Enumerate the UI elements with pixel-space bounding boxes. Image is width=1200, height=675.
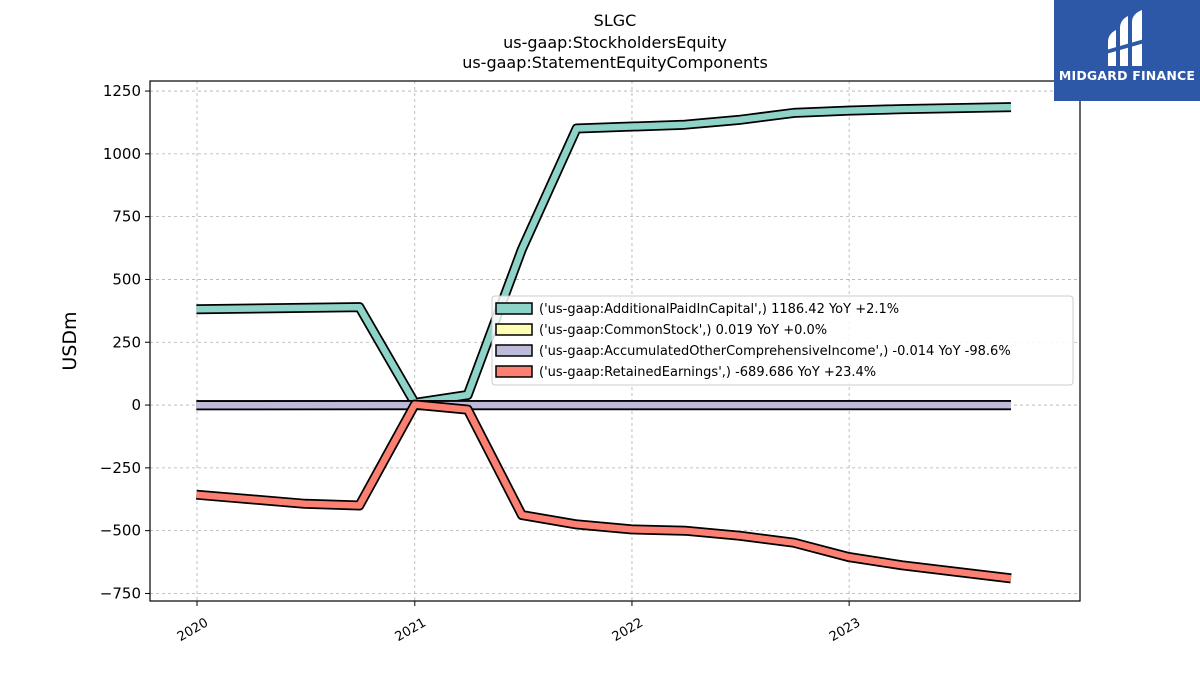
midgard-logo-icon [1106,10,1148,66]
y-tick-label: 750 [112,208,141,226]
series-outline-3 [195,399,1012,584]
legend-box [491,295,1074,386]
legend-label-0: ('us-gaap:AdditionalPaidInCapital',) 118… [539,302,899,317]
x-tick-label: 2021 [393,615,429,645]
x-tick-label: 2022 [610,615,646,645]
plot-frame [149,80,1081,602]
chart-title-group: us-gaap:StatementEquityComponents [462,53,768,72]
y-axis-label: USDm [59,311,81,370]
legend-label-2: ('us-gaap:AccumulatedOtherComprehensiveI… [539,344,1011,359]
legend-swatch-0 [495,302,533,315]
y-tick-label: 1250 [103,82,141,100]
logo-text: MIDGARD FINANCE [1058,68,1196,83]
legend-label-1: ('us-gaap:CommonStock',) 0.019 YoY +0.0% [539,323,827,338]
legend-swatch-3 [495,365,533,378]
y-tick-label: −750 [100,584,141,602]
series-line-3 [196,401,1012,582]
y-tick-label: 500 [112,270,141,288]
y-tick-label: 1000 [103,145,141,163]
legend-label-3: ('us-gaap:RetainedEarnings',) -689.686 Y… [539,365,876,380]
chart-title-ticker: SLGC [593,11,637,30]
x-tick-label: 2023 [827,615,863,645]
legend-swatch-2 [495,344,533,357]
midgard-finance-logo: MIDGARD FINANCE [1054,0,1200,101]
y-tick-label: −250 [100,459,141,477]
y-tick-label: 250 [112,333,141,351]
y-tick-label: −500 [100,522,141,540]
legend-swatch-1 [495,323,533,336]
chart-title-concept: us-gaap:StockholdersEquity [503,33,727,52]
y-tick-label: 0 [131,396,141,414]
x-tick-label: 2020 [175,615,211,645]
series-line-0 [196,103,1012,407]
